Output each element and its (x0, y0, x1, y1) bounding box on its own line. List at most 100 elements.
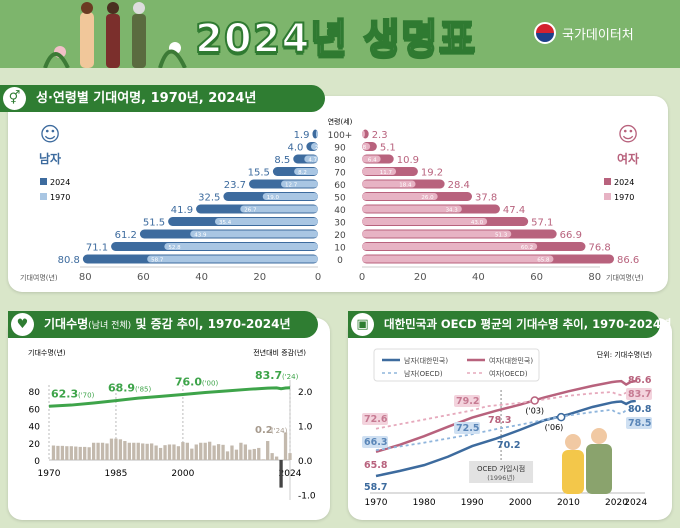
age-label: 100+ (328, 131, 353, 141)
age-label: 40 (334, 206, 346, 216)
female-1970-label: 6.4 (368, 158, 377, 164)
increment-bar (60, 445, 65, 460)
calendar-icon: ▣ (351, 313, 374, 336)
female-2024-label: 19.2 (421, 168, 443, 179)
section-title-rest: 및 증감 추이, 1970-2024년 (135, 317, 291, 331)
increment-bar (51, 445, 56, 460)
male-avatar-icon: ☺ (40, 122, 61, 146)
female-1970-label: 2.8 (357, 145, 366, 151)
male-1970-label: 52.8 (168, 245, 181, 251)
female-x-tick: 60 (530, 272, 543, 283)
legend-box (373, 348, 540, 382)
male-1970-bar (281, 180, 318, 188)
increment-bar (279, 460, 283, 488)
x-tick: 1970 (38, 469, 61, 479)
male-1970-label: 12.7 (285, 183, 298, 189)
x-tick: 2020 (605, 498, 628, 508)
age-label: 50 (334, 194, 346, 204)
male-1970-label: 19.0 (267, 195, 280, 201)
right-y-tick: 2.0 (298, 388, 313, 398)
increment-bar (172, 444, 176, 460)
female-2024-label: 28.4 (448, 180, 470, 191)
female-2024-label: 10.9 (397, 155, 419, 166)
increment-bar (176, 446, 181, 460)
right-axis-label: 전년대비 증감(년) (253, 348, 306, 357)
male-1970-label: 58.7 (151, 258, 164, 264)
series-line-1 (375, 379, 636, 454)
age-label: 10 (334, 244, 346, 254)
left-y-tick: 0 (34, 457, 40, 467)
x-tick: 1980 (413, 498, 436, 508)
crossing-marker-male (556, 412, 566, 422)
male-2024-label: 71.1 (86, 243, 108, 254)
male-2024-label: 61.2 (115, 230, 137, 241)
section-title-oecd: ▣ 대한민국과 OECD 평균의 기대수명 추이, 1970-2024년 (348, 311, 672, 338)
increment-bar (87, 447, 91, 460)
female-1970-bar (362, 155, 381, 163)
age-label: 0 (337, 256, 343, 266)
increment-bar (266, 441, 270, 460)
male-1970-bar (294, 168, 318, 175)
female-1970-label: 51.3 (495, 233, 508, 239)
left-axis-label: 기대수명(년) (28, 348, 66, 357)
crossing-marker-female (530, 396, 539, 405)
left-y-tick: 20 (29, 440, 41, 450)
x-tick: 1970 (365, 498, 388, 508)
male-label: 남자 (39, 151, 61, 166)
line-annotation-year: ('85) (135, 386, 152, 394)
line-annotation: 76.0 (175, 375, 202, 388)
male-x-tick: 40 (195, 272, 208, 283)
female-2024-label: 86.6 (617, 255, 639, 266)
elderly-man-body (586, 444, 612, 494)
left-y-tick: 40 (29, 423, 41, 433)
increment-bar (274, 456, 279, 460)
female-2024-label: 66.9 (560, 230, 582, 241)
x-tick: 2024 (279, 469, 302, 479)
age-label: 20 (334, 231, 346, 241)
increment-bar (194, 444, 198, 460)
male-x-tick: 20 (253, 272, 266, 283)
label-female-kr-mid: 78.3 (488, 415, 511, 426)
male-2024-label: 1.9 (294, 130, 310, 141)
increment-bar (158, 447, 163, 460)
increment-bar (225, 451, 230, 460)
agency-name: 국가데이터처 (562, 28, 634, 43)
section-title-total: ♥ 기대수명(남녀 전체) 및 증감 추이, 1970-2024년 (8, 311, 318, 338)
increment-bar (118, 439, 123, 460)
line-annotation-year: ('00) (202, 379, 219, 387)
age-label: 70 (334, 169, 346, 179)
female-2024-label: 37.8 (475, 193, 497, 204)
increment-bar (114, 438, 118, 460)
elderly-woman-head (565, 434, 581, 450)
increment-bar (261, 459, 265, 460)
gender-icon: ⚥ (3, 87, 26, 110)
line-annotation-year: ('24) (282, 373, 299, 381)
female-2024-label: 5.1 (380, 143, 396, 154)
female-x-tick: 40 (472, 272, 485, 283)
increment-bar (109, 438, 114, 460)
female-1970-bar (362, 255, 554, 263)
increment-bar (167, 444, 172, 460)
header: 2024년 생명표 국가데이터처 (0, 0, 680, 68)
left-y-tick: 60 (29, 405, 41, 415)
increment-bar (221, 444, 225, 460)
x-tick: 1990 (461, 498, 484, 508)
line-annotation: 68.9 (108, 382, 135, 395)
increment-bar (65, 446, 69, 460)
female-x-tick: 0 (359, 272, 365, 283)
legend-label-1970: 1970 (614, 193, 634, 202)
increment-bar (69, 446, 73, 460)
age-label: 30 (334, 219, 346, 229)
female-1970-label: 43.0 (471, 220, 484, 226)
total-life-expectancy-chart: 기대수명(년) 전년대비 증감(년) 80 60 40 20 0 2.0 1.0 0.0 -1.0 1… (28, 348, 316, 502)
female-2024-label: 57.1 (531, 218, 553, 229)
increment-bar (123, 441, 127, 460)
increment-bar (127, 442, 131, 460)
oecd-join-year: (1996년) (487, 473, 515, 482)
increment-bar (132, 442, 136, 460)
increment-bar (83, 446, 87, 460)
label-male-kr-end: 80.8 (628, 404, 652, 415)
bar-annotation-year: ('24) (271, 427, 288, 435)
increment-bar (56, 445, 60, 460)
